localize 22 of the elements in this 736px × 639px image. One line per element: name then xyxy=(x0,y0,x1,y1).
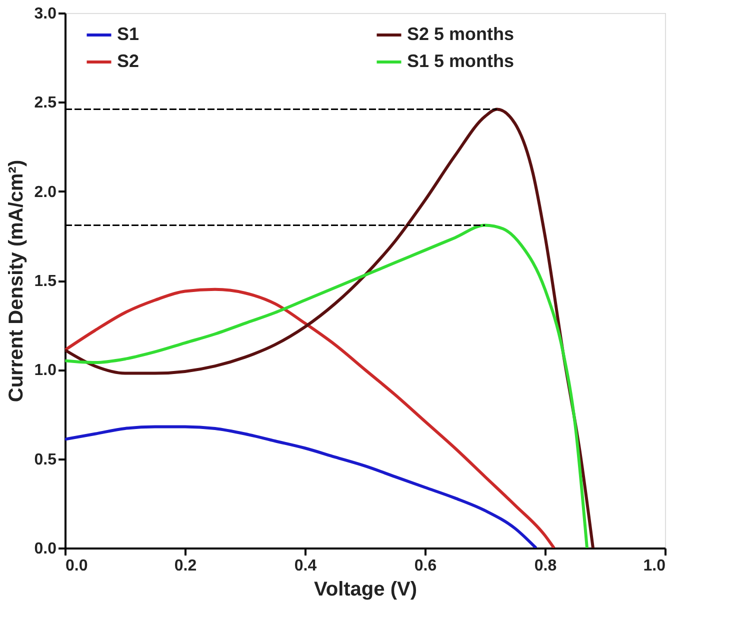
y-tick-label: 0.5 xyxy=(34,451,57,468)
legend-label: S1 xyxy=(117,24,140,44)
x-tick-label: 1.0 xyxy=(643,558,666,574)
x-tick-label: 0.8 xyxy=(534,558,557,574)
legend-label: S2 5 months xyxy=(407,24,514,44)
y-tick-label: 1.5 xyxy=(34,273,57,290)
y-tick-label: 2.0 xyxy=(34,184,57,201)
legend-label: S1 5 months xyxy=(407,51,514,71)
y-axis-title: Current Density (mA/cm²) xyxy=(5,160,28,402)
y-tick-label: 2.5 xyxy=(34,94,57,112)
line-series xyxy=(65,425,538,548)
y-tick-label: 0.0 xyxy=(34,540,57,558)
legend-label: S2 xyxy=(117,51,140,71)
x-tick-label: 0.4 xyxy=(294,558,317,574)
line-series xyxy=(65,224,588,548)
x-tick-label: 0.0 xyxy=(66,558,88,574)
y-tick-label: 1.0 xyxy=(34,362,57,380)
x-axis-title: Voltage (V) xyxy=(314,578,417,600)
x-tick-label: 0.6 xyxy=(414,558,437,574)
x-tick-label: 0.2 xyxy=(174,558,197,574)
y-tick-label: 3.0 xyxy=(34,6,57,22)
line-series xyxy=(65,288,556,548)
